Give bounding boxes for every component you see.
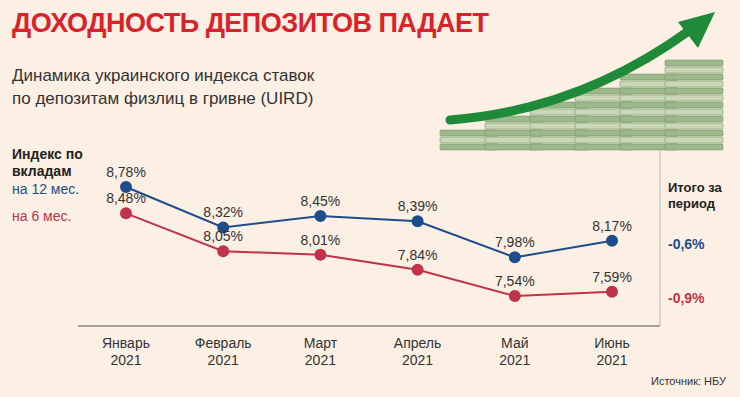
- svg-text:8,48%: 8,48%: [106, 190, 146, 206]
- svg-text:Январь2021: Январь2021: [102, 335, 150, 368]
- svg-text:7,54%: 7,54%: [495, 273, 535, 289]
- html-text:на 6 мес.: на 6 мес.: [12, 208, 72, 224]
- svg-text:7,59%: 7,59%: [592, 269, 632, 285]
- html-text:Итого за период: Итого за период: [668, 180, 722, 211]
- svg-text:Июнь2021: Июнь2021: [594, 335, 630, 368]
- html-text:Индекс по вкладам: Индекс по вкладам: [12, 146, 83, 179]
- html-text:на 12 мес.: на 12 мес.: [12, 181, 80, 197]
- svg-text:Май2021: Май2021: [499, 335, 530, 368]
- svg-text:7,98%: 7,98%: [495, 234, 535, 250]
- svg-text:Апрель2021: Апрель2021: [394, 335, 442, 368]
- svg-text:8,39%: 8,39%: [398, 198, 438, 214]
- html-text:-0,6%: -0,6%: [668, 236, 705, 252]
- svg-text:8,32%: 8,32%: [203, 204, 243, 220]
- svg-text:8,01%: 8,01%: [301, 232, 341, 248]
- svg-text:8,45%: 8,45%: [301, 193, 341, 209]
- html-text:Динамика украинского индекса с: Динамика украинского индекса ставок по д…: [12, 66, 315, 108]
- svg-text:8,17%: 8,17%: [592, 218, 632, 234]
- svg-text:Февраль2021: Февраль2021: [195, 335, 252, 368]
- html-text:ДОХОДНОСТЬ ДЕПОЗИТОВ ПАДАЕТ: ДОХОДНОСТЬ ДЕПОЗИТОВ ПАДАЕТ: [12, 8, 489, 38]
- svg-text:8,05%: 8,05%: [203, 228, 243, 244]
- svg-text:Март2021: Март2021: [304, 335, 338, 368]
- svg-text:8,78%: 8,78%: [106, 164, 146, 180]
- html-text:-0,9%: -0,9%: [668, 290, 705, 306]
- svg-text:7,84%: 7,84%: [398, 247, 438, 263]
- html-text:Источник: НБУ: Источник: НБУ: [651, 375, 726, 387]
